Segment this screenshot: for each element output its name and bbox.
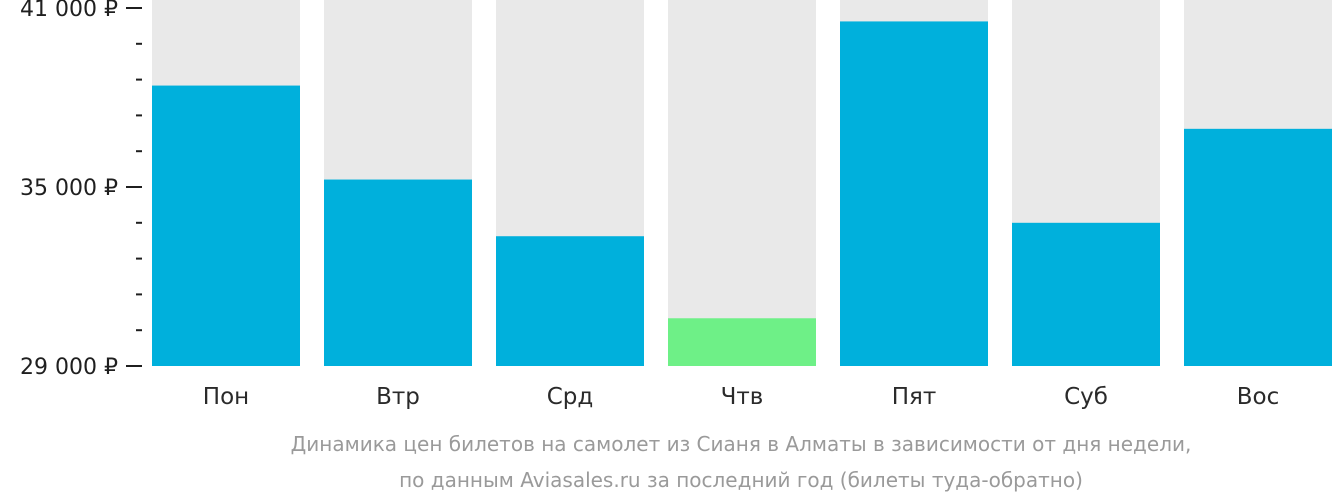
x-tick-label: Суб [1064, 384, 1108, 410]
x-tick-label: Втр [376, 384, 420, 410]
x-tick-label: Вос [1237, 384, 1280, 410]
x-axis: Пон Втр Срд Чтв Пят Суб Вос [203, 384, 1279, 410]
bars [152, 21, 1332, 367]
bar-background [668, 0, 816, 366]
chart-caption-line-2: по данным Aviasales.ru за последний год … [399, 468, 1083, 492]
chart-caption-line-1: Динамика цен билетов на самолет из Сианя… [290, 432, 1192, 456]
bar-4 [668, 318, 816, 366]
bar-1 [152, 85, 300, 367]
x-tick-label: Пон [203, 384, 249, 410]
bar-5 [840, 21, 988, 367]
y-tick-label: 29 000 ₽ [20, 355, 118, 380]
bar-2 [324, 179, 472, 366]
x-tick-label: Срд [547, 384, 594, 410]
bar-6 [1012, 222, 1160, 366]
bar-7 [1184, 128, 1332, 366]
x-tick-label: Пят [892, 384, 937, 410]
y-tick-label: 41 000 ₽ [20, 0, 118, 22]
x-tick-label: Чтв [721, 384, 764, 410]
y-axis: 41 000 ₽ 35 000 ₽ 29 000 ₽ [20, 0, 142, 380]
bar-3 [496, 236, 644, 366]
y-tick-label: 35 000 ₽ [20, 176, 118, 201]
